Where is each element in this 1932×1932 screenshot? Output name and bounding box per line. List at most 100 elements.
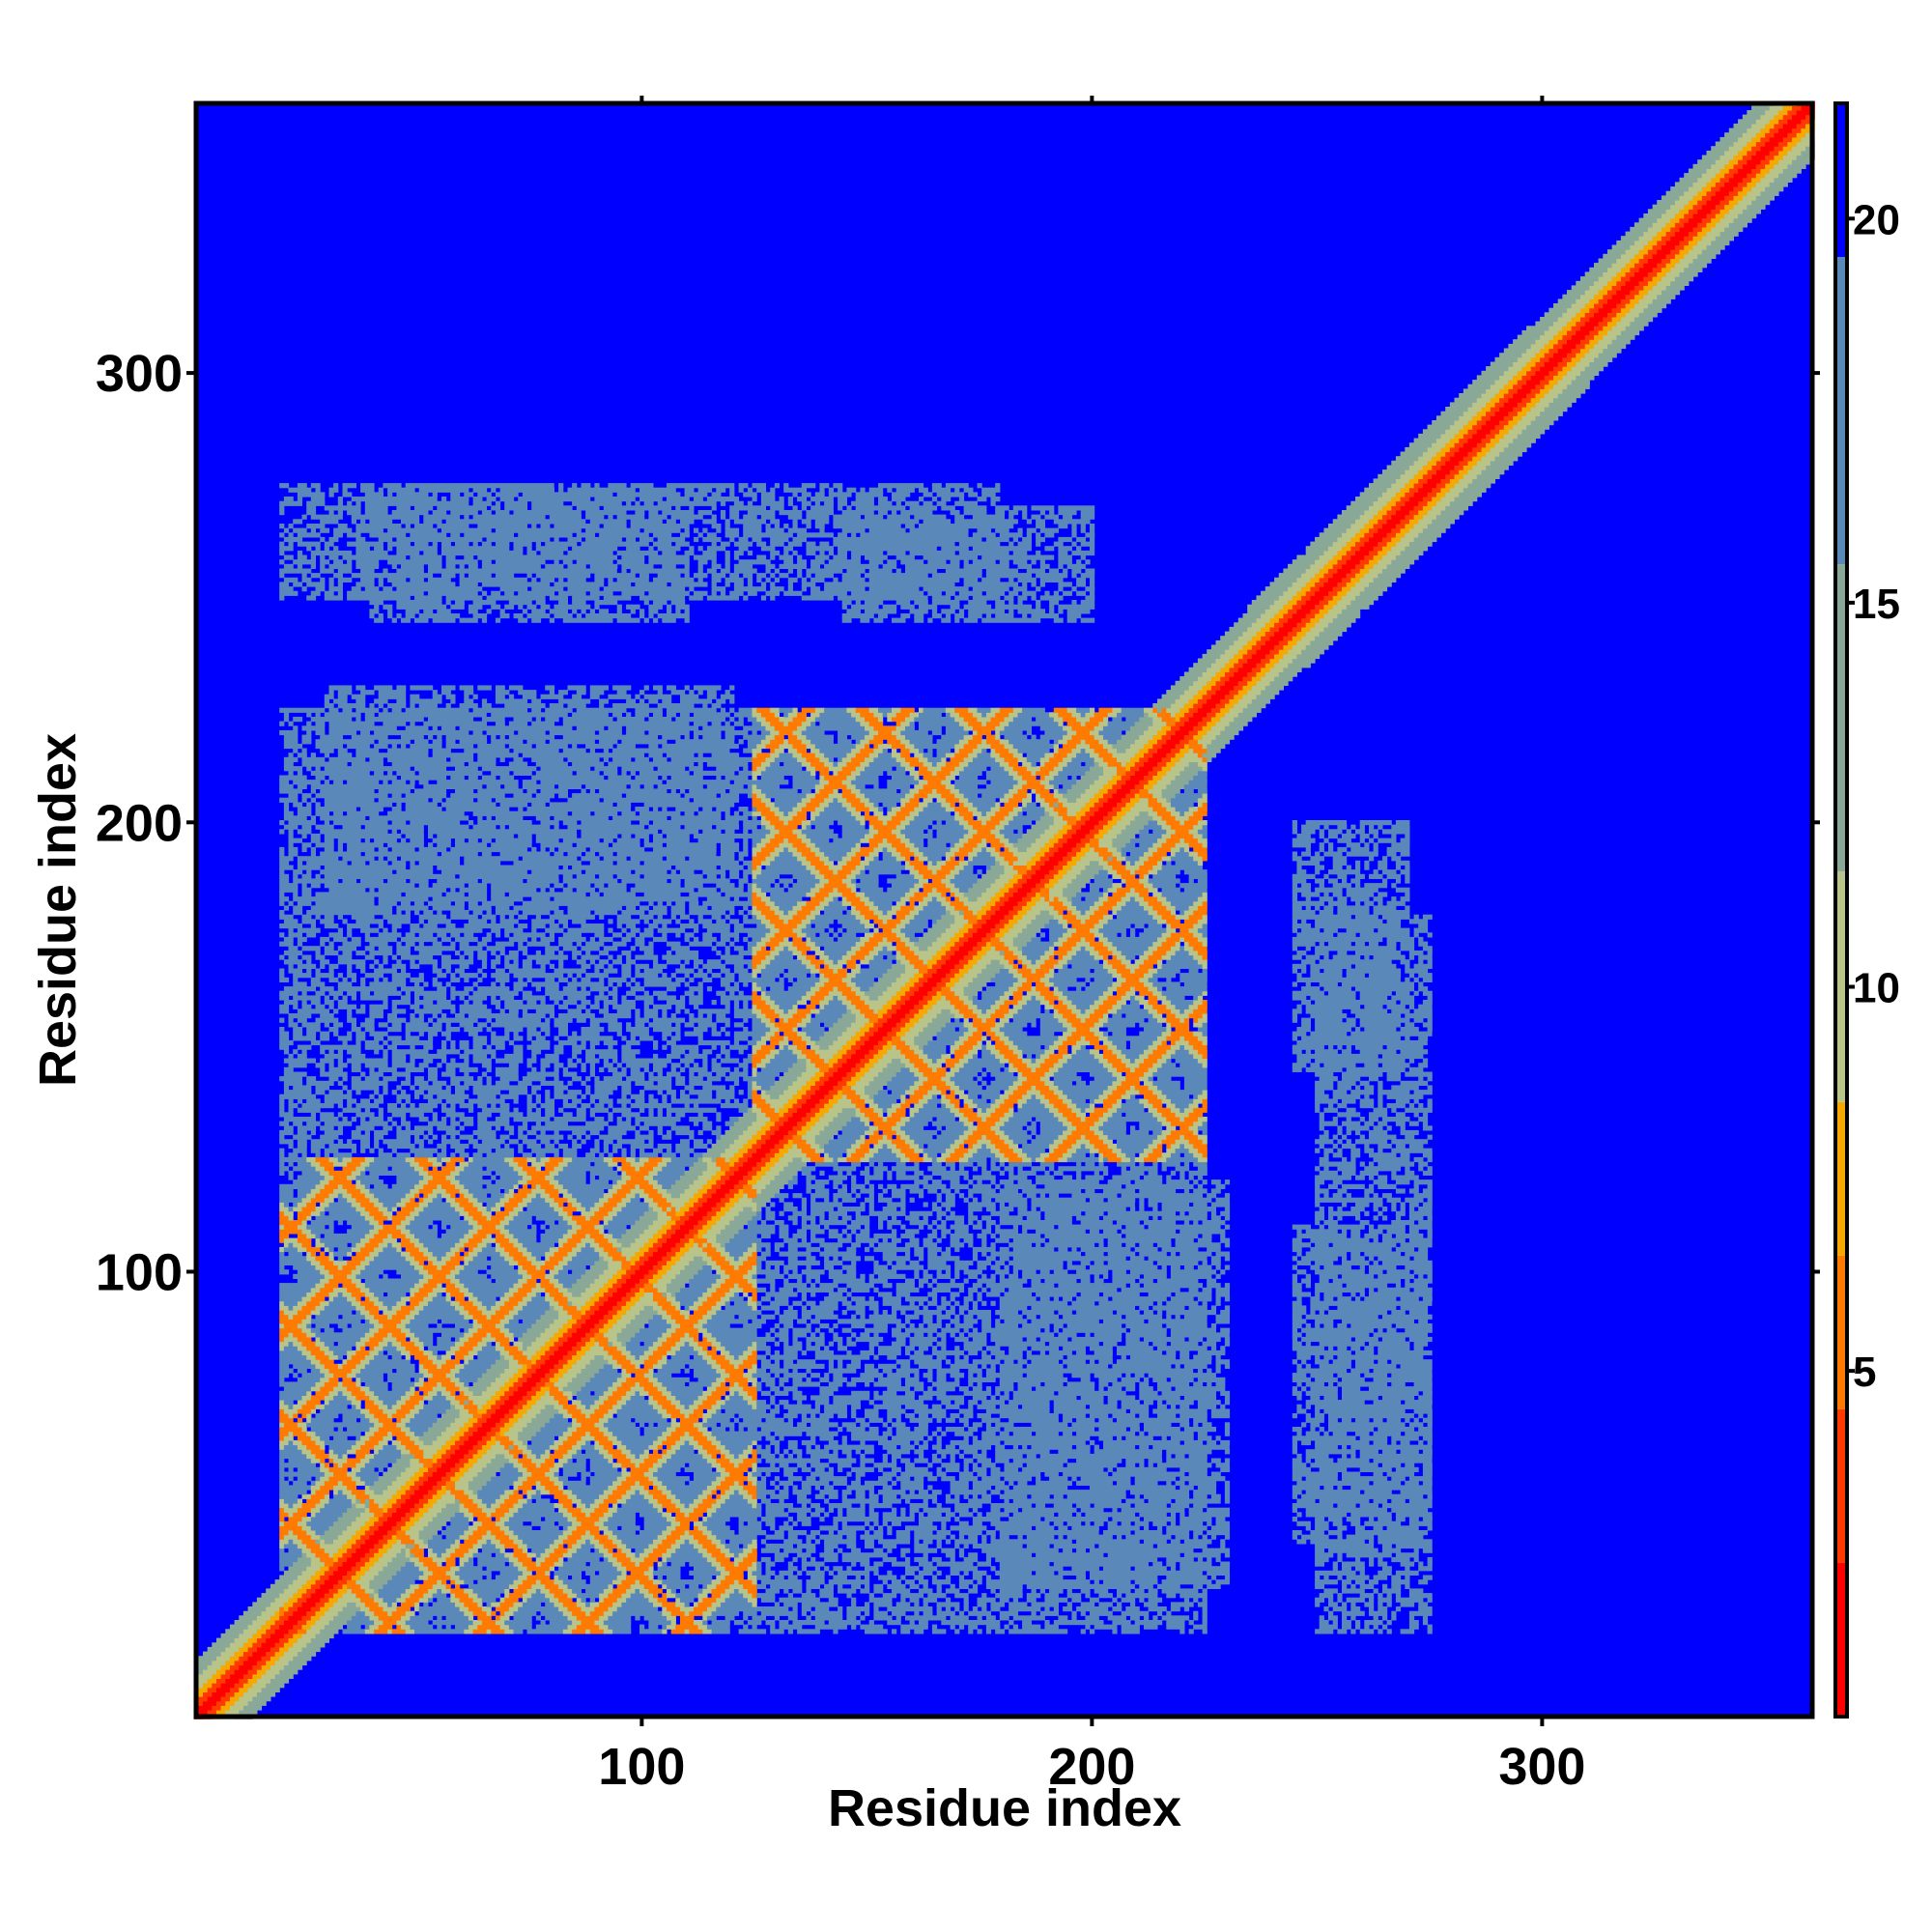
heatmap-cell [387, 1602, 393, 1607]
heatmap-cell [608, 1548, 613, 1553]
heatmap-cell [293, 1579, 307, 1585]
heatmap-cell [1305, 1490, 1361, 1495]
heatmap-cell [464, 1332, 474, 1338]
heatmap-cell [689, 1439, 699, 1446]
heatmap-cell [288, 1512, 294, 1518]
heatmap-cell [1224, 1431, 1231, 1436]
heatmap-cell [401, 1503, 415, 1509]
heatmap-cell [1098, 1593, 1113, 1599]
heatmap-cell [410, 1517, 420, 1522]
heatmap-cell [522, 1363, 528, 1369]
heatmap-cell [792, 1368, 798, 1374]
heatmap-cell [828, 1620, 861, 1626]
heatmap-cell [612, 1530, 636, 1536]
heatmap-cell [374, 1543, 384, 1549]
heatmap-cell [589, 1296, 600, 1302]
heatmap-cell [639, 1310, 659, 1316]
heatmap-cell [1292, 1336, 1297, 1343]
heatmap-cell [936, 1530, 952, 1536]
heatmap-cell [1395, 1512, 1433, 1518]
heatmap-cell [432, 1453, 442, 1460]
heatmap-cell [1315, 1359, 1329, 1365]
heatmap-cell [374, 1597, 384, 1603]
heatmap-cell [972, 1305, 979, 1311]
heatmap-cell [1166, 1400, 1194, 1406]
heatmap-cell [423, 1381, 438, 1387]
heatmap-cell [301, 1341, 316, 1347]
heatmap-cell [549, 1597, 559, 1603]
heatmap-cell [558, 1327, 568, 1333]
heatmap-cell [414, 1512, 424, 1518]
heatmap-cell [1058, 1525, 1068, 1531]
heatmap-cell [522, 1561, 537, 1567]
heatmap-cell [351, 1404, 356, 1409]
heatmap-cell [1342, 1620, 1351, 1626]
heatmap-cell [1355, 1363, 1397, 1369]
heatmap-cell [1090, 1413, 1109, 1419]
heatmap-cell [1207, 1283, 1221, 1289]
heatmap-cell [562, 1463, 586, 1468]
heatmap-cell [374, 1444, 384, 1450]
heatmap-cell [441, 1485, 447, 1491]
heatmap-cell [824, 1346, 830, 1351]
heatmap-cell [702, 1413, 713, 1419]
heatmap-cell [437, 1390, 442, 1396]
heatmap-cell [441, 1552, 451, 1558]
heatmap-cell [459, 1503, 465, 1509]
heatmap-cell [616, 1435, 659, 1441]
heatmap-cell [504, 1593, 510, 1599]
heatmap-cell [702, 1323, 730, 1329]
heatmap-cell [1039, 1336, 1068, 1343]
heatmap-cell [562, 1404, 578, 1409]
heatmap-cell [581, 1422, 595, 1428]
heatmap-cell [193, 1710, 209, 1716]
heatmap-cell [531, 1359, 537, 1365]
heatmap-cell [337, 1610, 356, 1616]
heatmap-cell [306, 1390, 312, 1396]
heatmap-cell [1202, 1300, 1208, 1306]
heatmap-cell [1058, 1283, 1126, 1289]
heatmap-cell [733, 1463, 740, 1468]
heatmap-cell [1166, 1610, 1172, 1616]
heatmap-cell [410, 1507, 420, 1513]
heatmap-cell [369, 1493, 393, 1499]
heatmap-cell [1391, 1583, 1402, 1589]
heatmap-cell [558, 1485, 564, 1491]
heatmap-cell [581, 1543, 595, 1549]
heatmap-cell [1296, 1480, 1370, 1486]
heatmap-cell [558, 1534, 568, 1540]
heatmap-cell [545, 1548, 555, 1553]
heatmap-cell [1071, 1525, 1099, 1531]
heatmap-cell [585, 1350, 609, 1356]
heatmap-cell [455, 1548, 469, 1553]
heatmap-cell [968, 1629, 974, 1634]
heatmap-cell [806, 1583, 820, 1589]
heatmap-cell [369, 1327, 380, 1333]
heatmap-cell [711, 1490, 717, 1495]
heatmap-cell [1350, 1368, 1370, 1374]
heatmap-cell [756, 1300, 762, 1306]
heatmap-cell [724, 1292, 735, 1297]
heatmap-cell [1373, 1498, 1388, 1504]
heatmap-cell [437, 1341, 456, 1347]
heatmap-cell [581, 1408, 595, 1414]
heatmap-cell [554, 1561, 564, 1567]
heatmap-cell [1044, 1517, 1109, 1522]
heatmap-cell [931, 1458, 942, 1463]
heatmap-cell [985, 1575, 992, 1580]
heatmap-cell [477, 1490, 505, 1495]
heatmap-cell [347, 1579, 356, 1585]
heatmap-cell [846, 1471, 852, 1477]
heatmap-cell [491, 1413, 505, 1419]
heatmap-cell [743, 1615, 749, 1621]
heatmap-cell [364, 1490, 375, 1495]
heatmap-cell [914, 1427, 928, 1433]
heatmap-cell [297, 1476, 312, 1482]
heatmap-cell [923, 1539, 933, 1545]
heatmap-cell [882, 1485, 893, 1491]
heatmap-cell [787, 1517, 793, 1522]
heatmap-cell [738, 1561, 753, 1567]
heatmap-cell [562, 1588, 573, 1594]
heatmap-cell [680, 1597, 695, 1603]
heatmap-cell [1391, 1610, 1397, 1616]
